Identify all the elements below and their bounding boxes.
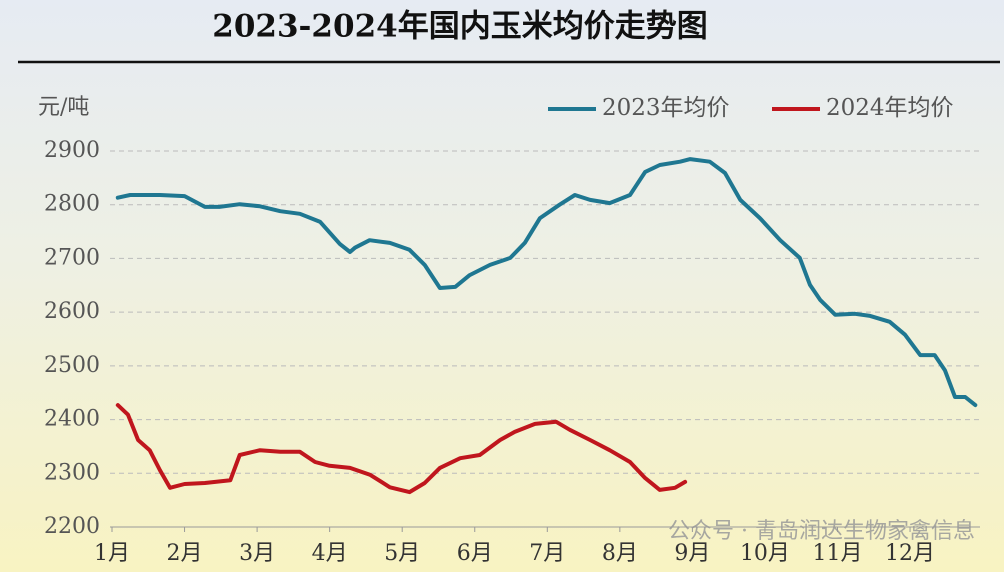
y-tick-label: 2700 xyxy=(44,245,100,270)
x-tick-label: 9月 xyxy=(674,541,710,566)
y-tick-label: 2300 xyxy=(44,460,100,485)
y-tick-label: 2800 xyxy=(44,192,100,217)
x-tick-label: 7月 xyxy=(529,541,565,566)
x-tick-label: 8月 xyxy=(602,541,638,566)
x-tick-label: 4月 xyxy=(312,541,348,566)
chart-title: 2023-2024年国内玉米均价走势图 xyxy=(212,9,707,45)
x-tick-label: 12月 xyxy=(885,541,935,566)
y-tick-label: 2500 xyxy=(44,353,100,378)
x-tick-label: 3月 xyxy=(239,541,275,566)
series-line xyxy=(115,157,978,408)
x-tick-label: 2月 xyxy=(167,541,203,566)
y-tick-label: 2400 xyxy=(44,407,100,432)
x-tick-label: 1月 xyxy=(94,541,130,566)
watermark: 公众号 · 青岛润达生物家禽信息 xyxy=(668,519,975,544)
y-axis-label: 元/吨 xyxy=(38,95,89,120)
series-line xyxy=(115,403,688,495)
y-tick-label: 2200 xyxy=(44,514,100,539)
y-tick-label: 2600 xyxy=(44,299,100,324)
legend-label: 2024年均价 xyxy=(826,95,954,121)
y-tick-label: 2900 xyxy=(44,138,100,163)
x-tick-label: 5月 xyxy=(384,541,420,566)
x-tick-label: 11月 xyxy=(813,541,863,566)
x-tick-label: 6月 xyxy=(457,541,493,566)
x-tick-label: 10月 xyxy=(740,541,790,566)
legend-label: 2023年均价 xyxy=(602,95,730,121)
